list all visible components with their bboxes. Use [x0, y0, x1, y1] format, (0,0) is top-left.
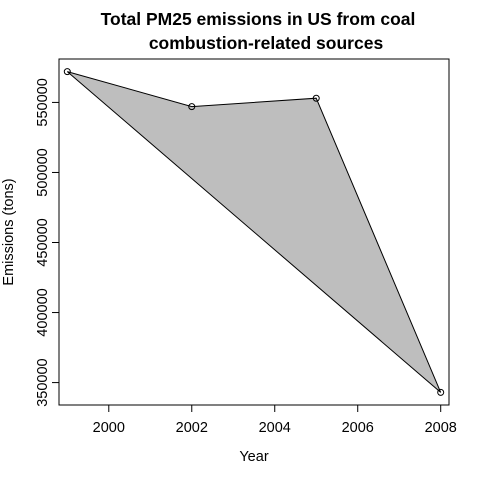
y-tick-label-550000: 550000 — [35, 78, 51, 126]
x-tick-label-2000: 2000 — [93, 420, 125, 436]
y-tick-label-350000: 350000 — [35, 358, 51, 406]
chart-title-line-2: combustion-related sources — [149, 33, 384, 53]
x-axis: 2000 2002 2004 2006 2008 — [93, 404, 457, 436]
data-point-2005 — [312, 94, 320, 102]
data-layer — [63, 68, 445, 396]
chart-title-line-1: Total PM25 emissions in US from coal — [101, 9, 416, 29]
x-tick-label-2002: 2002 — [176, 420, 208, 436]
x-axis-label: Year — [239, 449, 268, 465]
y-axis: 350000 400000 450000 500000 550000 — [35, 78, 60, 407]
data-point-2008 — [437, 388, 445, 396]
y-axis-label: Emissions (tons) — [1, 178, 17, 285]
x-tick-label-2008: 2008 — [425, 420, 457, 436]
x-tick-label-2004: 2004 — [259, 420, 291, 436]
emissions-area — [66, 71, 442, 393]
y-tick-label-400000: 400000 — [35, 288, 51, 336]
x-tick-label-2006: 2006 — [342, 420, 374, 436]
y-tick-label-500000: 500000 — [35, 148, 51, 196]
y-tick-label-450000: 450000 — [35, 218, 51, 266]
data-point-1999 — [63, 68, 71, 76]
data-point-2002 — [188, 103, 196, 111]
